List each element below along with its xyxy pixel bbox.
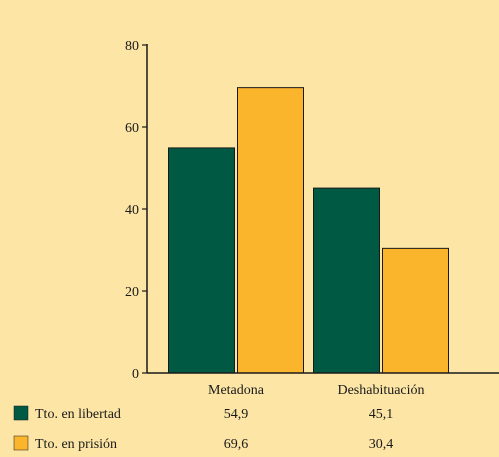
legend-table: Tto. en libertad 54,9 45,1 Tto. en prisión 6… bbox=[13, 405, 394, 452]
x-category-label: Deshabituación bbox=[337, 383, 424, 398]
y-tick-label: 0 bbox=[132, 367, 139, 382]
data-value-label: 54,9 bbox=[224, 407, 249, 422]
data-value-label: 30,4 bbox=[369, 437, 394, 452]
legend-swatch bbox=[13, 435, 29, 451]
bar-libertad-1 bbox=[313, 187, 380, 374]
bars bbox=[168, 87, 449, 374]
bar-prision-0 bbox=[237, 87, 304, 374]
legend-series-name: Tto. en libertad bbox=[35, 407, 121, 422]
x-axis-labels: Metadona Deshabituación bbox=[208, 383, 425, 398]
data-value-label: 45,1 bbox=[369, 407, 394, 422]
y-axis-ticks: 0 20 40 60 80 bbox=[125, 39, 147, 382]
y-tick-label: 40 bbox=[125, 203, 139, 218]
bar-prision-1 bbox=[382, 247, 449, 374]
y-tick-label: 60 bbox=[125, 121, 139, 136]
legend-series-name: Tto. en prisión bbox=[35, 437, 117, 452]
y-tick-label: 80 bbox=[125, 39, 139, 54]
data-value-label: 69,6 bbox=[224, 437, 249, 452]
legend-swatch bbox=[13, 405, 29, 421]
x-category-label: Metadona bbox=[208, 383, 265, 398]
bar-libertad-0 bbox=[168, 147, 235, 374]
y-tick-label: 20 bbox=[125, 285, 139, 300]
